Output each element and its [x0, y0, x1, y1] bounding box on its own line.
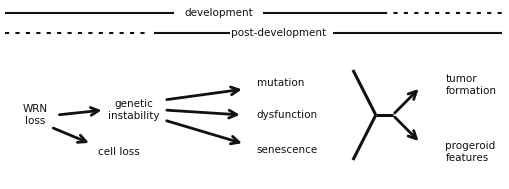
Text: dysfunction: dysfunction — [256, 110, 317, 120]
Text: genetic
instability: genetic instability — [108, 99, 160, 121]
Text: senescence: senescence — [256, 145, 317, 155]
Text: tumor
formation: tumor formation — [444, 74, 495, 96]
Text: WRN
loss: WRN loss — [22, 104, 47, 126]
Text: development: development — [184, 8, 252, 18]
Text: mutation: mutation — [256, 78, 303, 88]
Text: post-development: post-development — [231, 28, 325, 38]
Text: cell loss: cell loss — [98, 147, 140, 157]
Text: progeroid
features: progeroid features — [444, 141, 495, 163]
